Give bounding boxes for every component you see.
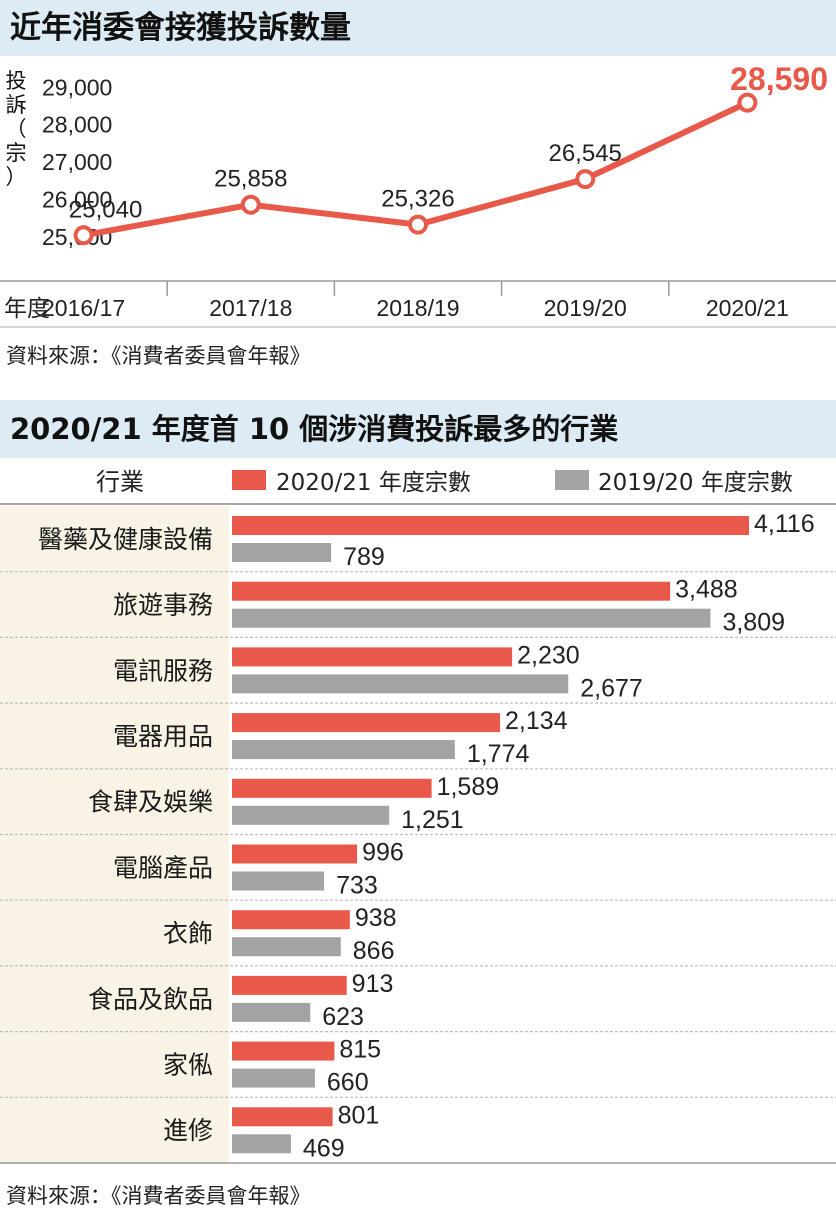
category-label: 家俬: [163, 1050, 213, 1079]
y-axis-label: 投訴（宗）: [6, 69, 27, 189]
bar-chart: 行業 2020/21 年度宗數 2019/20 年度宗數 醫藥及健康設備 4,116 7…: [0, 458, 836, 1164]
line-chart-title: 近年消委會接獲投訴數量: [0, 0, 836, 56]
data-point: [73, 225, 94, 246]
bar-2019-20: [232, 1068, 315, 1088]
bar-2020-21: [232, 713, 501, 733]
bar-2019-20: [232, 674, 569, 694]
data-point: [575, 169, 596, 190]
y-tick-label: 29,000: [42, 74, 112, 100]
value-label-2019-20: 623: [322, 1003, 364, 1031]
bar-2019-20: [232, 608, 711, 628]
line-series: 25,040 25,858 25,326 26,545 28,590: [69, 61, 828, 246]
x-tick-label: 2016/17: [42, 295, 125, 321]
category-label: 衣飾: [163, 919, 213, 948]
y-axis-label-char: 投: [6, 69, 27, 93]
category-label: 旅遊事務: [113, 591, 213, 620]
bar-2019-20: [232, 871, 325, 891]
category-label: 電腦產品: [113, 853, 213, 882]
bar-chart-source: 資料來源：《消費者委員會年報》: [6, 1184, 311, 1208]
value-label-2019-20: 2,677: [580, 674, 643, 702]
y-tick-label: 28,000: [42, 112, 112, 138]
bar-2020-21: [232, 778, 432, 798]
x-tick-label: 2019/20: [544, 295, 627, 321]
bar-2020-21: [232, 975, 347, 995]
bar-chart-header: 行業 2020/21 年度宗數 2019/20 年度宗數: [0, 458, 836, 505]
bar-2020-21: [232, 1107, 333, 1127]
data-label: 26,545: [548, 140, 621, 167]
bar-2019-20: [232, 805, 390, 825]
value-label-2020-21: 4,116: [754, 510, 815, 538]
value-label-2019-20: 1,251: [401, 806, 464, 834]
value-label-2020-21: 801: [338, 1101, 380, 1129]
bar-2020-21: [232, 581, 671, 601]
category-label: 食肆及娛樂: [88, 788, 213, 817]
value-label-2020-21: 938: [355, 904, 397, 932]
category-label: 電器用品: [113, 722, 213, 751]
bar-2020-21: [232, 647, 513, 667]
bar-2019-20: [232, 1002, 311, 1022]
x-tick-label: 2018/19: [376, 295, 459, 321]
bar-chart-title: 2020/21 年度首 10 個涉消費投訴最多的行業: [0, 400, 836, 458]
y-tick-label: 27,000: [42, 149, 112, 175]
data-label: 25,858: [214, 166, 287, 193]
line-chart-source: 資料來源：《消費者委員會年報》: [6, 344, 311, 368]
category-label: 醫藥及健康設備: [38, 525, 213, 554]
y-tick-label: 26,000: [42, 186, 112, 212]
data-point: [408, 214, 428, 235]
bar-2019-20: [232, 740, 455, 760]
x-tick-label: 2020/21: [706, 295, 789, 321]
y-axis-label-char: （: [6, 117, 27, 141]
value-label-2020-21: 996: [362, 839, 404, 867]
value-label-2019-20: 3,809: [722, 609, 785, 637]
value-label-2019-20: 733: [336, 872, 378, 900]
data-point: [737, 92, 758, 113]
y-axis-label-char: 宗: [6, 141, 27, 165]
legend-label-2019-20: 2019/20 年度宗數: [598, 470, 793, 496]
data-point: [240, 194, 261, 215]
x-tick-label: 2017/18: [209, 295, 292, 321]
value-label-2019-20: 1,774: [467, 740, 530, 768]
value-label-2019-20: 469: [303, 1134, 345, 1162]
bar-2020-21: [232, 1041, 335, 1061]
x-axis-label: 年度: [4, 296, 50, 322]
bar-chart-rows: 醫藥及健康設備4,116789旅遊事務3,4883,809電訊服務2,2302,…: [0, 506, 836, 1164]
y-axis-label-char: ）: [6, 165, 27, 189]
value-label-2020-21: 815: [339, 1036, 381, 1064]
y-axis-label-char: 訴: [6, 93, 27, 117]
category-label: 電訊服務: [113, 656, 213, 685]
data-label: 25,326: [381, 186, 454, 213]
legend-swatch-2019-20: [555, 470, 589, 490]
value-label-2020-21: 3,488: [675, 576, 738, 604]
value-label-2020-21: 913: [352, 970, 394, 998]
industry-column-header: 行業: [96, 468, 144, 496]
value-label-2019-20: 660: [327, 1069, 369, 1097]
bar-2020-21: [232, 844, 358, 864]
bar-2020-21: [232, 910, 350, 930]
bar-2019-20: [232, 1134, 291, 1154]
category-label: 食品及飲品: [88, 985, 213, 1014]
value-label-2020-21: 2,134: [505, 707, 568, 735]
legend-swatch-2020-21: [232, 470, 266, 490]
header-background: [0, 458, 836, 504]
value-label-2019-20: 866: [353, 937, 395, 965]
bar-2020-21: [232, 516, 749, 535]
bar-2019-20: [232, 543, 332, 562]
legend-label-2020-21: 2020/21 年度宗數: [276, 470, 471, 496]
category-label: 進修: [163, 1116, 213, 1145]
value-label-2020-21: 1,589: [437, 773, 500, 801]
bar-2019-20: [232, 937, 341, 957]
value-label-2019-20: 789: [343, 543, 385, 571]
value-label-2020-21: 2,230: [517, 641, 580, 669]
data-label: 25,040: [69, 196, 142, 223]
data-label: 28,590: [730, 61, 828, 97]
